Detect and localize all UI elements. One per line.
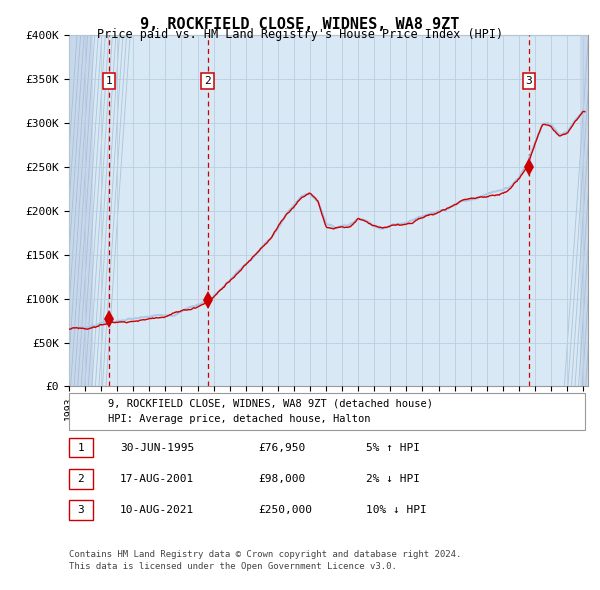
Text: Contains HM Land Registry data © Crown copyright and database right 2024.: Contains HM Land Registry data © Crown c…: [69, 550, 461, 559]
Text: This data is licensed under the Open Government Licence v3.0.: This data is licensed under the Open Gov…: [69, 562, 397, 571]
Text: £250,000: £250,000: [258, 506, 312, 515]
Text: 9, ROCKFIELD CLOSE, WIDNES, WA8 9ZT: 9, ROCKFIELD CLOSE, WIDNES, WA8 9ZT: [140, 17, 460, 31]
Text: 3: 3: [77, 506, 85, 515]
Bar: [69, 35, 93, 386]
Text: 17-AUG-2001: 17-AUG-2001: [120, 474, 194, 484]
Text: 9, ROCKFIELD CLOSE, WIDNES, WA8 9ZT (detached house): 9, ROCKFIELD CLOSE, WIDNES, WA8 9ZT (det…: [108, 398, 433, 408]
Text: £76,950: £76,950: [258, 443, 305, 453]
Text: 10% ↓ HPI: 10% ↓ HPI: [366, 506, 427, 515]
Text: 30-JUN-1995: 30-JUN-1995: [120, 443, 194, 453]
Text: 2: 2: [204, 76, 211, 86]
Text: 10-AUG-2021: 10-AUG-2021: [120, 506, 194, 515]
Text: 5% ↑ HPI: 5% ↑ HPI: [366, 443, 420, 453]
Bar: [580, 35, 588, 386]
Text: 2% ↓ HPI: 2% ↓ HPI: [366, 474, 420, 484]
Text: 1: 1: [77, 443, 85, 453]
Text: Price paid vs. HM Land Registry's House Price Index (HPI): Price paid vs. HM Land Registry's House …: [97, 28, 503, 41]
Text: 2: 2: [77, 474, 85, 484]
Text: 3: 3: [526, 76, 532, 86]
Text: £98,000: £98,000: [258, 474, 305, 484]
Text: HPI: Average price, detached house, Halton: HPI: Average price, detached house, Halt…: [108, 414, 371, 424]
Text: 1: 1: [106, 76, 113, 86]
